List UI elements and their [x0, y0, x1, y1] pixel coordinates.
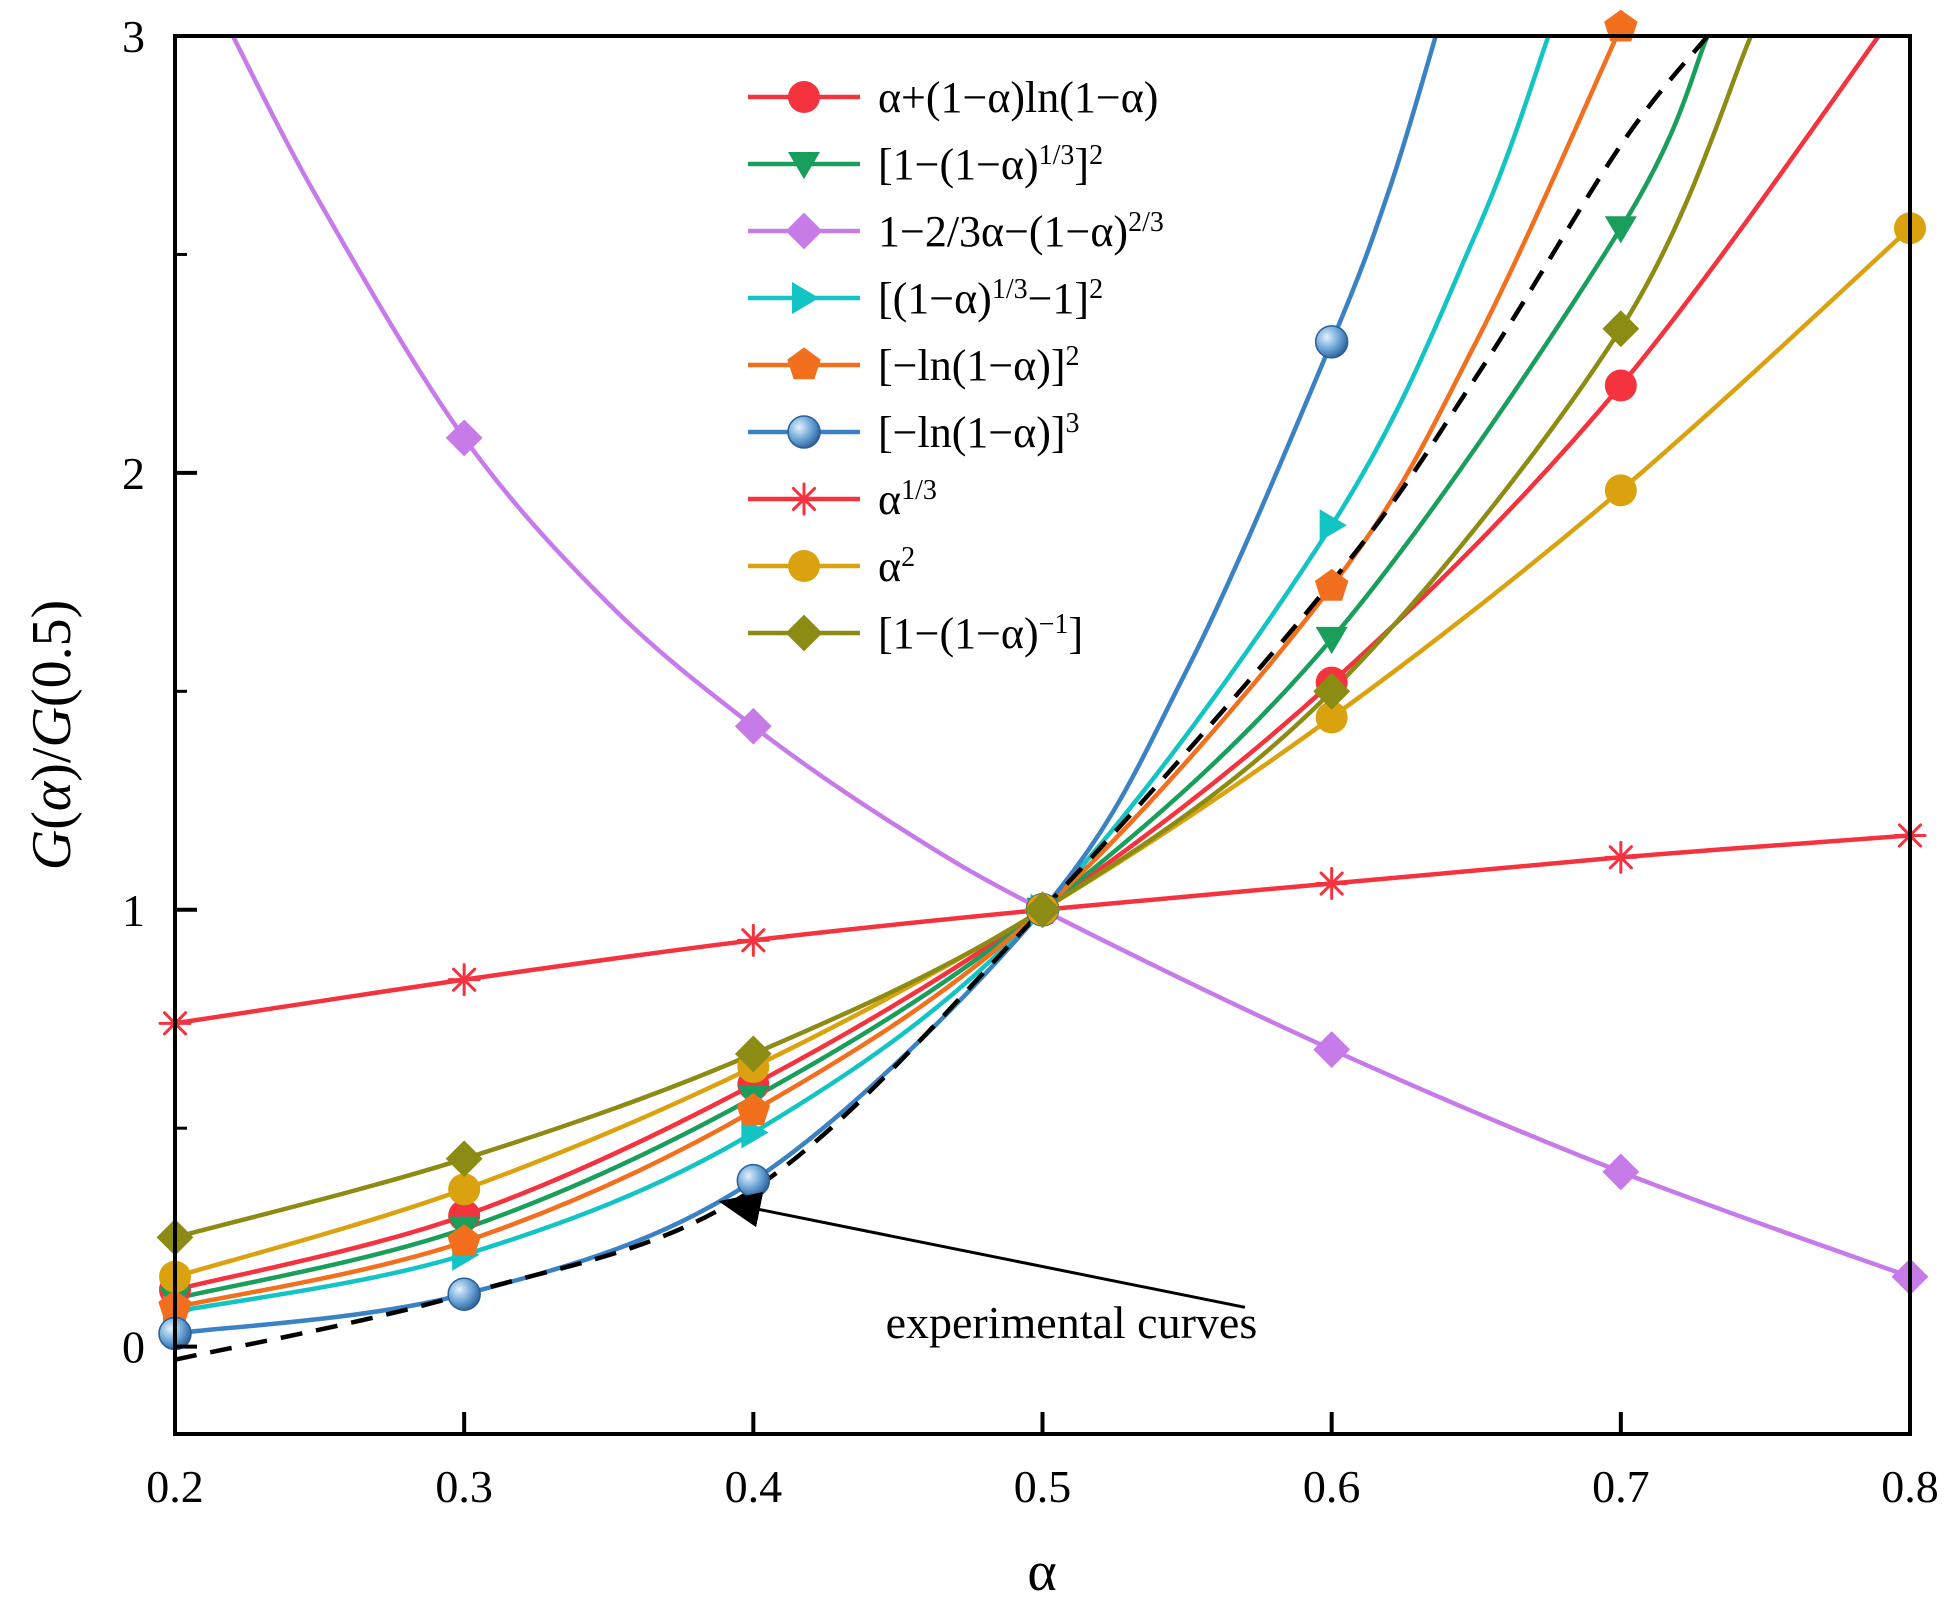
legend-label: 1−2/3α−(1−α)2/3 [878, 207, 1164, 257]
series-6-marker [1314, 325, 1349, 359]
series-7-marker [736, 923, 770, 957]
legend-swatch-marker [785, 212, 823, 250]
series-9-marker [445, 1140, 483, 1178]
legend-swatch-marker [785, 614, 823, 652]
legend-item-5: [−ln(1−α)]2 [748, 341, 1080, 391]
series-layer [175, 36, 1910, 1362]
annotation-arrow [718, 1191, 1246, 1309]
legend-label: α1/3 [878, 475, 937, 525]
series-5-marker [1314, 568, 1349, 601]
legend-swatch-marker [788, 81, 820, 113]
series-line-7 [175, 833, 1910, 1026]
series-3-marker [1602, 1153, 1640, 1191]
x-tick-label: 0.5 [1014, 1461, 1072, 1512]
series-1-marker [1604, 369, 1637, 402]
series-6-marker [736, 1163, 771, 1198]
x-axis-title: α [1027, 1541, 1056, 1603]
series-3-marker [1313, 1031, 1351, 1068]
series-7-marker [447, 963, 481, 997]
experimental-curve [175, 36, 1710, 1362]
annotation-layer: experimental curves [718, 1191, 1258, 1348]
y-axis-title: G(α)/G(0.5) [21, 600, 83, 870]
legend-swatch-marker [787, 415, 821, 449]
series-9-marker [1024, 891, 1061, 929]
y-tick-label: 0 [122, 1322, 145, 1373]
legend-item-7: α1/3 [748, 475, 937, 525]
series-5-marker [1604, 9, 1638, 42]
legend-item-6: [−ln(1−α)]3 [748, 408, 1080, 458]
axes-layer: 0.2 0.3 0.4 0.5 0.6 0.7 0.8 0 1 2 3 [122, 11, 1939, 1512]
series-line-3 [230, 36, 1910, 1279]
legend-swatch-marker [787, 347, 821, 380]
legend-item-3: 1−2/3α−(1−α)2/3 [748, 207, 1164, 257]
x-tick-label: 0.2 [146, 1461, 204, 1512]
legend-swatch-marker [792, 282, 820, 314]
legend-label: [1−(1−α)1/3]2 [878, 140, 1103, 190]
series-7-marker [1604, 840, 1638, 874]
x-tick-label: 0.7 [1592, 1461, 1650, 1512]
legend-label: [(1−α)1/3−1]2 [878, 274, 1103, 324]
legend-label: [−ln(1−α)]3 [878, 408, 1080, 458]
x-tick-label: 0.4 [725, 1461, 783, 1512]
legend-item-2: [1−(1−α)1/3]2 [748, 140, 1103, 190]
legend-label: [−ln(1−α)]2 [878, 341, 1080, 391]
series-9-marker [734, 1035, 772, 1073]
series-3-marker [445, 419, 483, 457]
series-5-marker [447, 1224, 481, 1256]
legend-item-8: α2 [748, 542, 915, 592]
series-5-marker [736, 1093, 771, 1125]
legend-label: [1−(1−α)−1] [878, 609, 1083, 659]
y-tick-label: 2 [122, 448, 145, 499]
series-9-marker [1313, 672, 1351, 710]
series-8-marker [448, 1173, 481, 1206]
legend-label: α+(1−α)ln(1−α) [878, 73, 1158, 122]
legend-swatch-marker [787, 482, 821, 516]
series-9-marker [1602, 310, 1640, 348]
x-tick-label: 0.3 [435, 1461, 493, 1512]
y-tick-label: 1 [122, 885, 145, 936]
legend-swatch-marker [788, 152, 820, 180]
series-2-marker [1604, 216, 1637, 244]
series-7-marker [1315, 867, 1349, 901]
legend: α+(1−α)ln(1−α) [1−(1−α)1/3]2 1−2/3α−(1−α)2… [748, 73, 1164, 658]
series-8-marker [1604, 474, 1637, 507]
y-tick-label: 3 [122, 11, 145, 62]
legend-item-9: [1−(1−α)−1] [748, 609, 1083, 659]
series-8-marker [1315, 701, 1348, 734]
annotation-label: experimental curves [886, 1297, 1258, 1348]
legend-label: α2 [878, 542, 915, 592]
legend-item-1: α+(1−α)ln(1−α) [748, 73, 1158, 122]
series-6-marker [447, 1277, 481, 1311]
legend-swatch-marker [788, 550, 820, 582]
series-2-marker [1315, 626, 1348, 655]
legend-item-4: [(1−α)1/3−1]2 [748, 274, 1103, 324]
series-line-1 [175, 36, 1884, 1292]
series-3-marker [734, 707, 772, 745]
series-4-marker [1319, 509, 1347, 542]
x-tick-label: 0.8 [1881, 1461, 1939, 1512]
x-tick-label: 0.6 [1303, 1461, 1361, 1512]
